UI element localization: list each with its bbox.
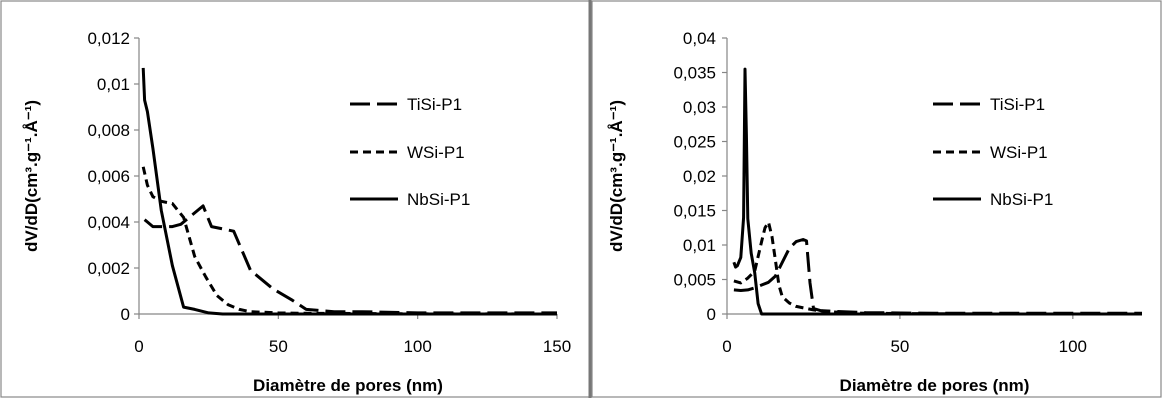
- y-tick-label: 0,04: [683, 29, 716, 48]
- legend-label: TiSi-P1: [407, 95, 462, 114]
- y-tick-label: 0: [707, 305, 716, 324]
- chart-right: 0 0,005 0,01 0,015 0,02 0,025 0,03 0,035 0,04 0 50…: [607, 29, 1142, 395]
- y-tick-label: 0,012: [87, 29, 130, 48]
- chart-left: 0 0,002 0,004 0,006 0,008 0,01 0,012 0 50 100 150 D…: [22, 29, 571, 395]
- legend-label: NbSi-P1: [990, 190, 1053, 209]
- y-tick-label: 0: [121, 305, 130, 324]
- y-tick-label: 0,005: [673, 271, 716, 290]
- legend-label: WSi-P1: [407, 143, 465, 162]
- y-tick-label: 0,025: [673, 133, 716, 152]
- legend-label: TiSi-P1: [990, 95, 1045, 114]
- series-line-nbsi-p1: [732, 67, 1142, 316]
- series-line-tisi-p1: [733, 238, 1142, 315]
- y-tick-label: 0,01: [97, 75, 130, 94]
- x-tick-label: 50: [890, 337, 909, 356]
- x-tick-label: 150: [543, 337, 571, 356]
- x-tick-label: 0: [134, 337, 143, 356]
- series-line-wsi-p1: [733, 220, 1004, 316]
- x-tick-label: 0: [722, 337, 731, 356]
- y-axis-label: dV/dD(cm³.g⁻¹.Å⁻¹): [607, 100, 626, 252]
- x-axis-label: Diamètre de pores (nm): [840, 376, 1030, 395]
- y-tick-label: 0,008: [87, 121, 130, 140]
- legend-label: NbSi-P1: [407, 190, 470, 209]
- y-tick-label: 0,035: [673, 64, 716, 83]
- y-tick-label: 0,02: [683, 167, 716, 186]
- x-axis-label: Diamètre de pores (nm): [253, 376, 443, 395]
- y-tick-label: 0,006: [87, 167, 130, 186]
- y-tick-label: 0,015: [673, 202, 716, 221]
- x-tick-label: 100: [403, 337, 431, 356]
- series-line-tisi-p1: [143, 204, 557, 315]
- y-axis-label: dV/dD(cm³.g⁻¹.Å⁻¹): [22, 100, 41, 252]
- y-tick-label: 0,004: [87, 213, 130, 232]
- y-tick-label: 0,002: [87, 259, 130, 278]
- y-tick-label: 0,01: [683, 236, 716, 255]
- legend-label: WSi-P1: [990, 143, 1048, 162]
- series-line-nbsi-p1: [141, 67, 557, 316]
- x-tick-label: 50: [269, 337, 288, 356]
- x-tick-label: 100: [1059, 337, 1087, 356]
- y-tick-label: 0,03: [683, 98, 716, 117]
